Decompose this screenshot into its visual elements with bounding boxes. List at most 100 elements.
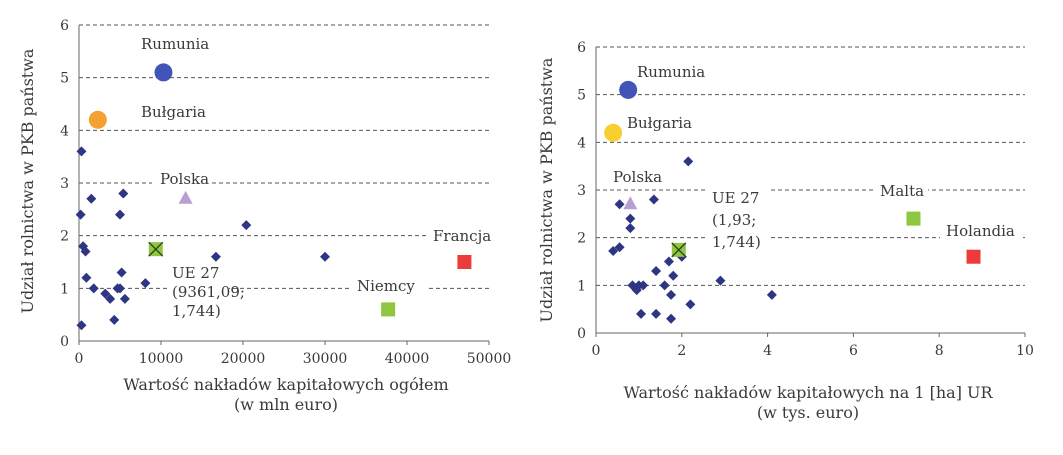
data-point-diamond (109, 314, 120, 325)
x-tick-label: 20000 (221, 351, 266, 367)
right-y-ticks: 0 1 2 3 4 5 6 (577, 40, 586, 342)
left-x-axis-title-line1: Wartość nakładów kapitałowych ogółem (123, 375, 448, 394)
right-highlight-points (604, 80, 981, 264)
data-point-diamond (766, 289, 777, 300)
left-label-rumunia: Rumunia (141, 35, 209, 53)
data-point-diamond (683, 156, 694, 167)
data-point-diamond (80, 246, 91, 257)
data-point-diamond (118, 188, 129, 199)
highlight-bu-garia (88, 110, 107, 129)
right-label-bulgaria: Bułgaria (627, 114, 692, 132)
data-point-diamond (625, 223, 636, 234)
x-tick-label: 4 (763, 343, 772, 359)
y-tick-label: 0 (60, 334, 69, 350)
x-tick-label: 40000 (385, 351, 430, 367)
y-tick-label: 3 (60, 176, 69, 192)
y-tick-label: 6 (60, 18, 69, 34)
left-y-ticks: 0 1 2 3 4 5 6 (60, 18, 69, 350)
highlight-bu-garia (604, 123, 623, 142)
x-tick-label: 6 (849, 343, 858, 359)
y-tick-label: 0 (577, 326, 586, 342)
data-point-diamond (76, 146, 87, 157)
right-x-ticks: 0 2 4 6 8 10 (592, 333, 1034, 359)
data-point-diamond (86, 193, 97, 204)
y-tick-label: 2 (60, 229, 69, 245)
left-label-niemcy: Niemcy (357, 277, 415, 295)
left-niemcy-label-bg (352, 277, 428, 295)
y-tick-label: 2 (577, 231, 586, 247)
left-francja-label-bg (428, 227, 490, 245)
highlight-niemcy (381, 302, 396, 317)
data-point-diamond (638, 280, 649, 291)
highlight-polska (178, 190, 193, 204)
data-point-diamond (115, 283, 125, 294)
data-point-diamond (100, 288, 111, 299)
data-point-diamond (651, 308, 662, 319)
data-point-diamond (88, 283, 99, 294)
left-chart: 0 1 2 3 4 5 6 0 10000 20000 30000 40000 50000 Udzia… (18, 18, 511, 414)
right-x-axis-title-line2: (w tys. euro) (757, 403, 859, 422)
left-y-axis-title: Udział rolnictwa w PKB państwa (18, 48, 37, 313)
x-tick-label: 8 (935, 343, 944, 359)
data-point-diamond (648, 194, 659, 205)
left-label-francja: Francja (433, 227, 491, 245)
right-data-points (608, 156, 777, 324)
highlight-rumunia (154, 63, 173, 82)
y-tick-label: 6 (577, 40, 586, 56)
left-gridlines (79, 24, 489, 289)
highlight-rumunia (619, 80, 638, 99)
data-point-diamond (75, 209, 86, 220)
right-chart: 0 1 2 3 4 5 6 0 2 4 6 8 10 Udział rolnictwa w PKB p… (537, 40, 1034, 422)
data-point-diamond (608, 246, 619, 257)
highlight-ue-27-cross (148, 241, 164, 257)
highlight-ue-27 (148, 241, 164, 257)
data-point-diamond (614, 199, 625, 210)
left-label-ue-line1: UE 27 (172, 264, 219, 282)
right-ue-label-bg (707, 186, 769, 256)
data-point-diamond (666, 289, 677, 300)
right-holandia-label-bg (940, 222, 1022, 240)
right-label-rumunia: Rumunia (637, 63, 705, 81)
data-point-diamond (715, 275, 726, 286)
data-point-diamond (241, 220, 252, 231)
data-point-diamond (105, 293, 116, 304)
left-x-axis-title-line2: (w mln euro) (234, 395, 338, 414)
x-tick-label: 10000 (139, 351, 184, 367)
right-x-axis-title-line1: Wartość nakładów kapitałowych na 1 [ha] … (623, 383, 993, 402)
highlight-ue-27-cross (671, 242, 687, 258)
left-polska-label-bg (152, 170, 212, 188)
data-point-diamond (659, 280, 670, 291)
x-tick-label: 10 (1016, 343, 1034, 359)
data-point-diamond (614, 242, 625, 253)
data-point-diamond (119, 293, 130, 304)
left-label-bulgaria: Bułgaria (141, 103, 206, 121)
data-point-diamond (115, 209, 125, 220)
data-point-diamond (651, 266, 662, 277)
y-tick-label: 4 (60, 123, 69, 139)
y-tick-label: 5 (60, 71, 69, 87)
data-point-diamond (666, 313, 677, 324)
x-tick-label: 0 (592, 343, 601, 359)
data-point-diamond (636, 308, 647, 319)
y-tick-label: 3 (577, 183, 586, 199)
data-point-diamond (76, 320, 87, 331)
highlight-holandia (966, 249, 981, 264)
left-data-points (75, 146, 330, 331)
x-tick-label: 2 (677, 343, 686, 359)
left-label-ue-line3: 1,744) (172, 302, 221, 320)
data-point-diamond (320, 251, 330, 262)
y-tick-label: 1 (60, 281, 69, 297)
y-tick-label: 5 (577, 88, 586, 104)
highlight-polska (623, 196, 638, 210)
right-polska-label-bg (606, 168, 664, 186)
right-gridlines (596, 46, 1025, 286)
left-x-ticks: 0 10000 20000 30000 40000 50000 (75, 341, 511, 367)
y-tick-label: 1 (577, 278, 586, 294)
data-point-diamond (685, 299, 696, 310)
x-tick-label: 30000 (303, 351, 348, 367)
right-label-ue-line1: UE 27 (712, 189, 759, 207)
data-point-diamond (668, 270, 679, 281)
data-point-diamond (625, 213, 636, 224)
left-ue-label-bg (167, 263, 229, 323)
